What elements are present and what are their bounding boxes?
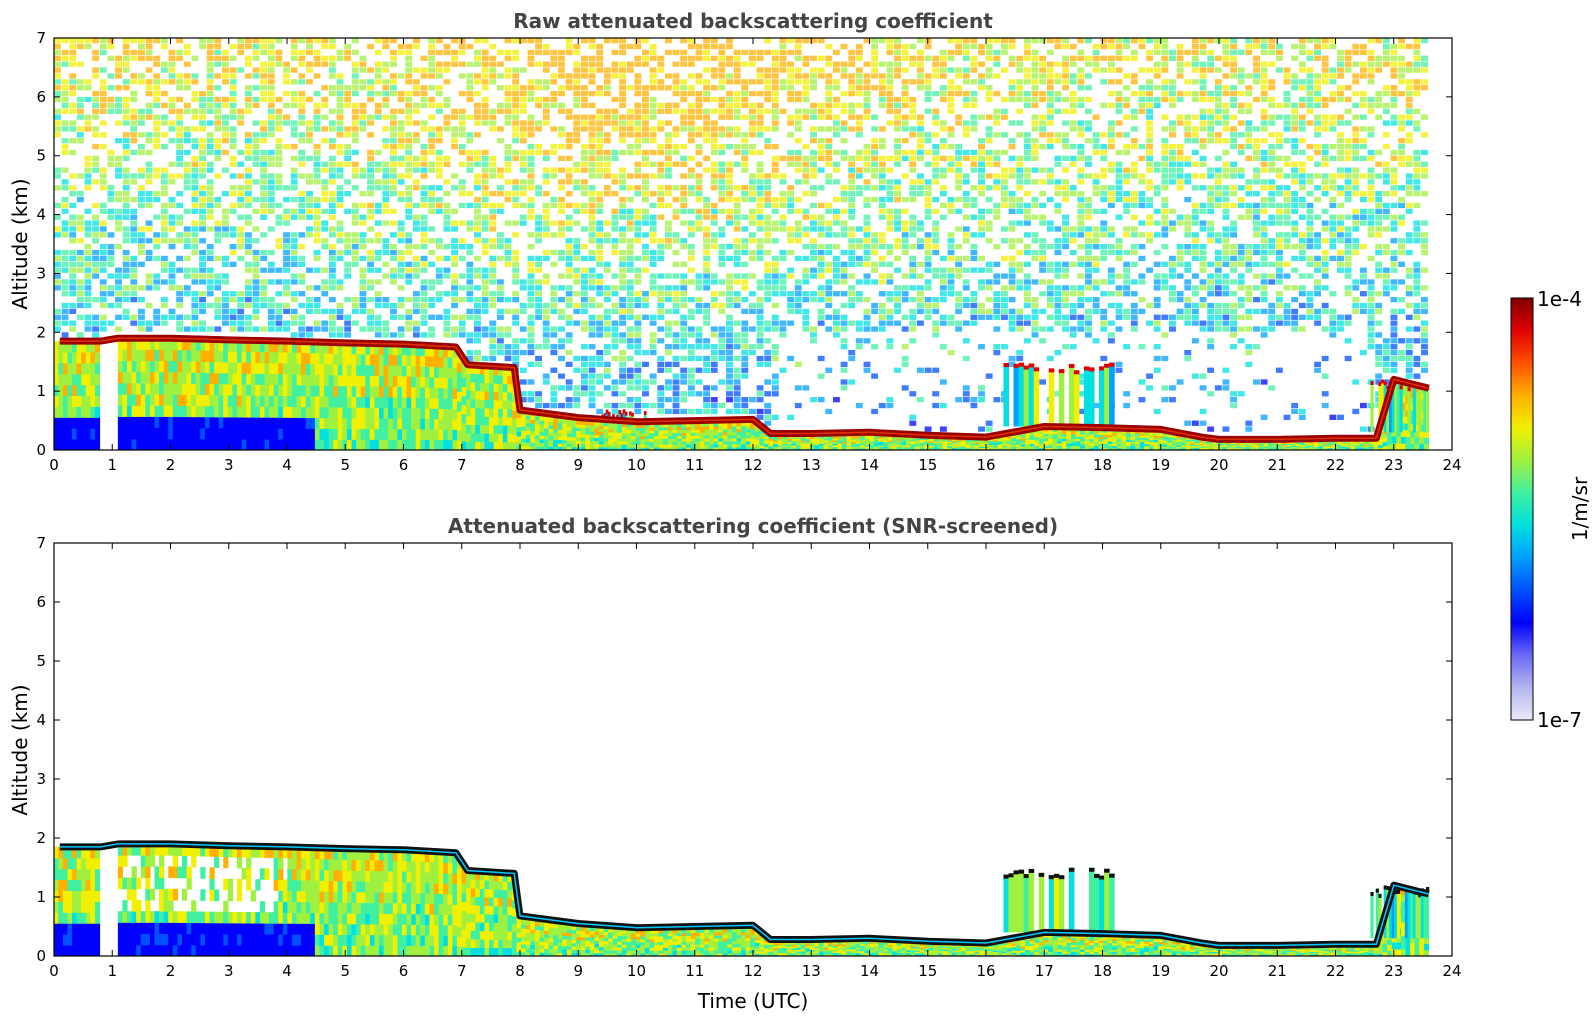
colorbar: 1e-4 1e-7 1/m/sr (1510, 287, 1592, 732)
x-tick-label: 9 (573, 962, 583, 980)
x-tick-label: 24 (1442, 456, 1461, 474)
x-tick-label: 6 (399, 962, 409, 980)
x-tick-label: 20 (1209, 962, 1228, 980)
cloud-feature (1003, 867, 1115, 933)
x-tick-label: 8 (515, 962, 525, 980)
x-tick-label: 15 (918, 456, 937, 474)
x-tick-label: 7 (457, 456, 467, 474)
colorbar-unit-label: 1/m/sr (1568, 476, 1592, 541)
x-tick-label: 13 (802, 962, 821, 980)
panel-title: Raw attenuated backscattering coefficien… (513, 9, 993, 33)
colorbar-min-label: 1e-7 (1537, 708, 1582, 732)
x-tick-label: 23 (1384, 962, 1403, 980)
y-tick-label: 1 (36, 382, 46, 400)
heatmap-area (54, 840, 1430, 956)
x-tick-label: 16 (976, 962, 995, 980)
y-tick-label: 4 (36, 206, 46, 224)
y-tick-label: 7 (36, 29, 46, 47)
x-tick-label: 9 (573, 456, 583, 474)
axis-ticks: 0 1 2 3 4 5 6 7 8 9 10 11 12 13 14 15 16 17 18 19 20 21 22 23 24… (36, 29, 1461, 474)
y-axis-label: Altitude (km) (8, 684, 32, 815)
x-tick-label: 17 (1035, 962, 1054, 980)
x-tick-label: 14 (860, 962, 879, 980)
y-tick-label: 5 (36, 652, 46, 670)
x-tick-label: 13 (802, 456, 821, 474)
x-tick-label: 23 (1384, 456, 1403, 474)
x-tick-label: 21 (1268, 962, 1287, 980)
x-tick-label: 20 (1209, 456, 1228, 474)
y-tick-label: 6 (36, 88, 46, 106)
x-tick-label: 19 (1151, 962, 1170, 980)
x-tick-label: 11 (685, 962, 704, 980)
heatmap-area (54, 38, 1430, 450)
x-tick-label: 2 (166, 962, 176, 980)
x-tick-label: 0 (49, 962, 59, 980)
x-tick-label: 11 (685, 456, 704, 474)
x-tick-label: 1 (107, 456, 117, 474)
y-tick-label: 4 (36, 711, 46, 729)
y-tick-label: 7 (36, 534, 46, 552)
x-tick-label: 12 (743, 456, 762, 474)
x-tick-label: 21 (1268, 456, 1287, 474)
colorbar-max-label: 1e-4 (1537, 287, 1582, 311)
y-axis-label: Altitude (km) (8, 178, 32, 309)
y-tick-label: 6 (36, 593, 46, 611)
x-tick-label: 4 (282, 456, 292, 474)
colorbar-gradient (1510, 297, 1534, 721)
panel-title: Attenuated backscattering coefficient (S… (448, 514, 1058, 538)
x-axis-label: Time (UTC) (697, 989, 809, 1013)
x-tick-label: 24 (1442, 962, 1461, 980)
x-tick-label: 6 (399, 456, 409, 474)
y-tick-label: 0 (36, 441, 46, 459)
cloud-layer-edge (59, 843, 1429, 947)
y-tick-label: 2 (36, 829, 46, 847)
x-tick-label: 5 (340, 456, 350, 474)
x-tick-label: 18 (1093, 962, 1112, 980)
y-tick-label: 5 (36, 147, 46, 165)
x-tick-label: 3 (224, 456, 234, 474)
x-tick-label: 15 (918, 962, 937, 980)
y-tick-label: 3 (36, 264, 46, 282)
y-tick-label: 3 (36, 770, 46, 788)
x-tick-label: 10 (627, 962, 646, 980)
x-tick-label: 7 (457, 962, 467, 980)
x-tick-label: 8 (515, 456, 525, 474)
x-tick-label: 1 (107, 962, 117, 980)
screened-backscatter-panel: Attenuated backscattering coefficient (S… (8, 514, 1462, 1013)
x-tick-label: 16 (976, 456, 995, 474)
noise-field (54, 38, 1428, 432)
x-tick-label: 14 (860, 456, 879, 474)
x-tick-label: 17 (1035, 456, 1054, 474)
x-tick-label: 3 (224, 962, 234, 980)
x-tick-label: 12 (743, 962, 762, 980)
x-tick-label: 2 (166, 456, 176, 474)
y-tick-label: 2 (36, 323, 46, 341)
y-tick-label: 0 (36, 947, 46, 965)
raw-backscatter-panel: Raw attenuated backscattering coefficien… (8, 9, 1462, 474)
x-tick-label: 5 (340, 962, 350, 980)
axis-ticks: 0 1 2 3 4 5 6 7 8 9 10 11 12 13 14 15 16 17 18 19 20 21 22 23 24… (36, 534, 1461, 980)
cloud-feature (1370, 885, 1430, 939)
boundary-layer (54, 843, 1429, 956)
x-tick-label: 22 (1326, 456, 1345, 474)
x-tick-label: 10 (627, 456, 646, 474)
plot-frame (53, 542, 1453, 957)
cloud-feature (1003, 362, 1115, 427)
x-tick-label: 22 (1326, 962, 1345, 980)
y-tick-label: 1 (36, 888, 46, 906)
x-tick-label: 19 (1151, 456, 1170, 474)
x-tick-label: 4 (282, 962, 292, 980)
cloud-layer-edge (59, 337, 1429, 441)
x-tick-label: 0 (49, 456, 59, 474)
x-tick-label: 18 (1093, 456, 1112, 474)
